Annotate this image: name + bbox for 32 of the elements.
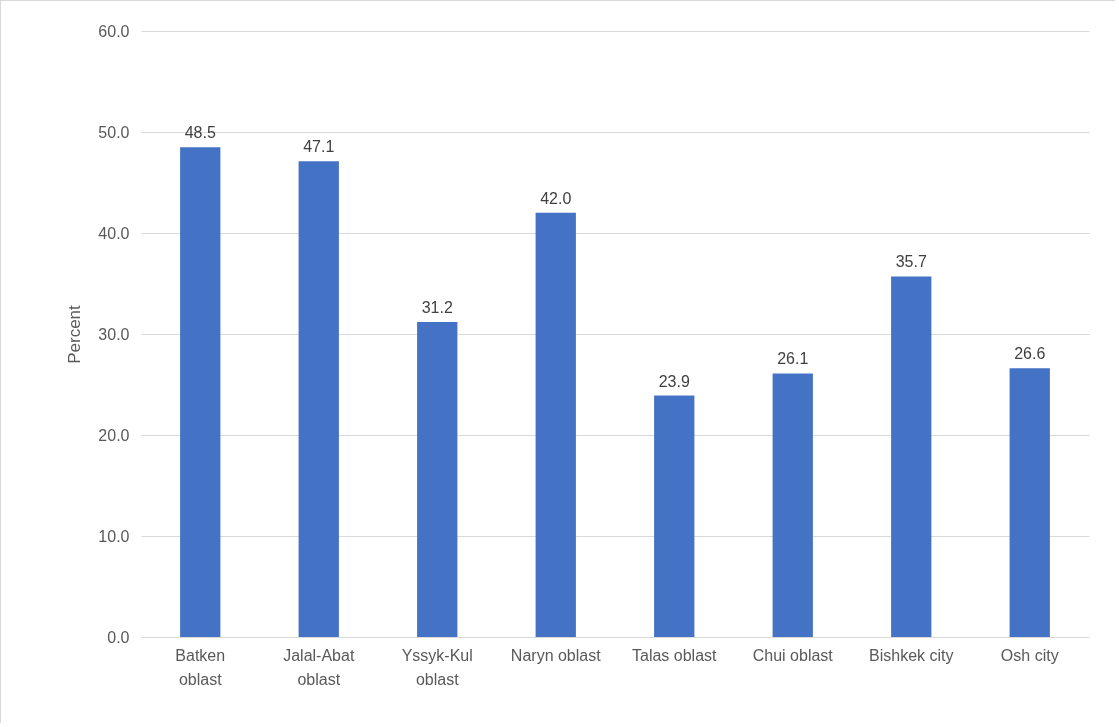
y-tick-label: 0.0 bbox=[107, 628, 130, 646]
x-tick-label: Yssyk-Kul oblast bbox=[401, 646, 473, 688]
data-label: 26.6 bbox=[1014, 345, 1046, 363]
bar bbox=[772, 373, 813, 637]
y-axis-title: Percent bbox=[65, 304, 85, 364]
x-tick-label: Naryn oblast bbox=[510, 646, 602, 664]
x-tick-label: Jalal-Abat oblast bbox=[283, 646, 355, 688]
y-tick-label: 30.0 bbox=[98, 325, 130, 343]
data-label: 42.0 bbox=[540, 189, 572, 207]
data-label: 48.5 bbox=[184, 124, 216, 142]
data-label: 26.1 bbox=[777, 350, 809, 368]
bar bbox=[1009, 368, 1050, 637]
y-tick-label: 50.0 bbox=[98, 123, 130, 141]
y-tick-label: 10.0 bbox=[98, 527, 130, 545]
bar bbox=[417, 321, 458, 637]
x-tick-label: Osh city bbox=[1000, 646, 1059, 664]
bar bbox=[535, 212, 576, 637]
bar bbox=[180, 147, 221, 637]
y-tick-label: 40.0 bbox=[98, 224, 130, 242]
bar bbox=[298, 161, 339, 637]
data-label: 23.9 bbox=[658, 372, 690, 390]
bar bbox=[654, 395, 695, 637]
data-label: 35.7 bbox=[895, 253, 927, 271]
x-tick-label: Batken oblast bbox=[175, 646, 226, 688]
x-tick-label: Bishkek city bbox=[869, 646, 954, 664]
y-tick-label: 60.0 bbox=[98, 22, 130, 40]
data-label: 31.2 bbox=[421, 298, 453, 316]
bar bbox=[891, 276, 932, 637]
data-label: 47.1 bbox=[303, 138, 335, 156]
y-tick-label: 20.0 bbox=[98, 426, 130, 444]
x-tick-label: Talas oblast bbox=[632, 646, 718, 664]
x-tick-label: Chui oblast bbox=[752, 646, 834, 664]
